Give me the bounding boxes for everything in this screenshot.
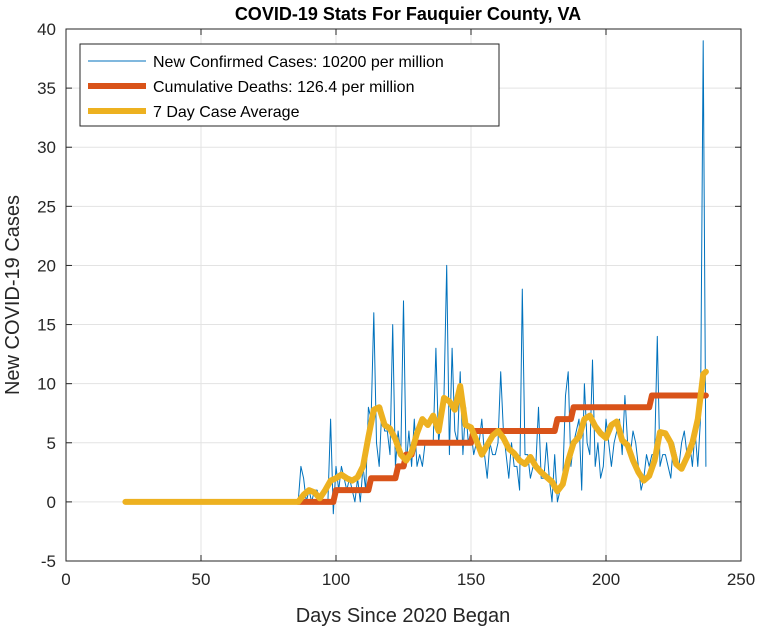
y-tick-label: -5 xyxy=(41,552,56,571)
chart-title: COVID-19 Stats For Fauquier County, VA xyxy=(235,4,581,24)
legend-entry-label: 7 Day Case Average xyxy=(153,104,300,121)
y-tick-label: 40 xyxy=(37,20,56,39)
series-lines xyxy=(122,40,709,515)
y-tick-label: 0 xyxy=(47,493,56,512)
y-tick-label: 5 xyxy=(47,434,56,453)
y-tick-label: 25 xyxy=(37,197,56,216)
x-axis-label: Days Since 2020 Began xyxy=(296,605,511,627)
legend-entry-label: Cumulative Deaths: 126.4 per million xyxy=(153,79,414,96)
plot-border xyxy=(65,28,742,562)
x-tick-label: 100 xyxy=(322,570,350,589)
y-axis-label: New COVID-19 Cases xyxy=(2,195,24,395)
y-tick-label: 30 xyxy=(37,138,56,157)
series-7-day-case-average xyxy=(122,368,709,505)
y-tick-label: 10 xyxy=(37,375,56,394)
legend-entry-label: New Confirmed Cases: 10200 per million xyxy=(153,54,444,71)
x-tick-label: 0 xyxy=(61,570,70,589)
x-tick-label: 200 xyxy=(592,570,620,589)
x-tick-label: 150 xyxy=(457,570,485,589)
x-tick-label: 250 xyxy=(727,570,755,589)
y-tick-label: 15 xyxy=(37,316,56,335)
x-tick-label: 50 xyxy=(192,570,211,589)
legend-box xyxy=(79,43,500,127)
legend: New Confirmed Cases: 10200 per million Cu… xyxy=(79,43,500,127)
y-tick-label: 20 xyxy=(37,256,56,275)
y-tick-label: 35 xyxy=(37,79,56,98)
axis-ticks: 0 50 100 150 200 250 -5 0 5 10 15 20 25 30 35 40 xyxy=(37,20,755,589)
